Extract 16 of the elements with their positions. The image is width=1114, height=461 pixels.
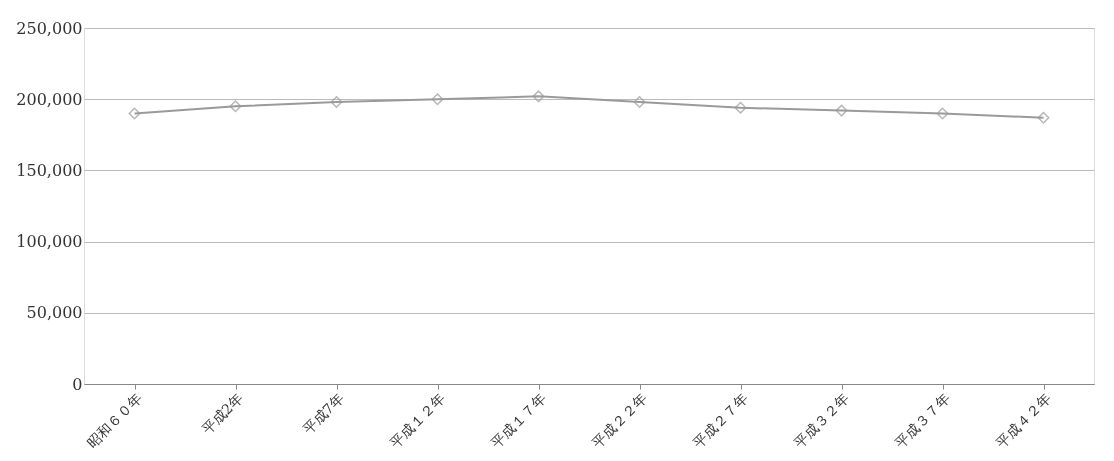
y-tick-label: 100,000 (16, 232, 83, 252)
x-tick-label: 平成２７年 (690, 390, 751, 451)
x-tick-label: 平成３２年 (791, 390, 852, 451)
y-tick-label: 150,000 (16, 160, 83, 180)
x-tick-label: 平成４２年 (993, 390, 1054, 451)
x-tick-label: 平成３７年 (892, 390, 953, 451)
x-tick-label: 昭和６０年 (84, 390, 145, 451)
y-tick-label: 50,000 (26, 303, 83, 323)
x-tick-label: 平成１７年 (488, 390, 549, 451)
x-tick-label: 平成１２年 (387, 390, 448, 451)
x-tick-label: 平成7年 (299, 390, 347, 438)
y-tick-label: 200,000 (16, 89, 83, 109)
y-tick-label: 0 (72, 374, 83, 394)
y-tick-label: 250,000 (16, 18, 83, 38)
x-tick-label: 平成2年 (198, 390, 246, 438)
x-tick-label: 平成２２年 (589, 390, 650, 451)
